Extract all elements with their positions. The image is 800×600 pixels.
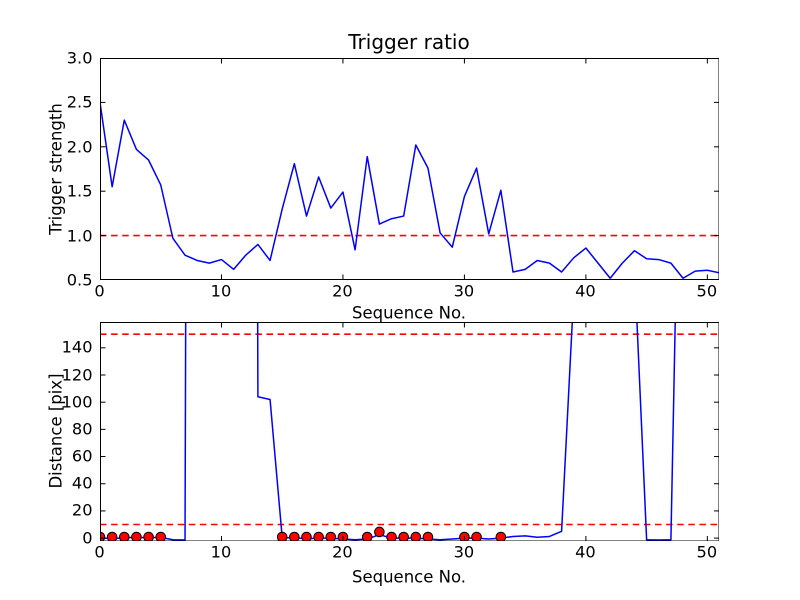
- y-tick-label: 60: [71, 446, 93, 466]
- x-tick-label: 50: [696, 281, 718, 301]
- x-tick-label: 30: [453, 281, 475, 301]
- y-tick-label: 2.5: [66, 92, 93, 112]
- x-tick-label: 10: [210, 281, 232, 301]
- y-tick-label: 100: [61, 392, 93, 412]
- x-tick-label: 50: [696, 542, 718, 562]
- top-plot-canvas: [99, 58, 719, 280]
- y-tick-label: 2.0: [66, 137, 93, 157]
- top-plot-title: Trigger ratio: [348, 30, 470, 54]
- y-tick-label: 80: [71, 419, 93, 439]
- y-tick-label: 20: [71, 500, 93, 520]
- x-tick-label: 40: [575, 542, 596, 562]
- top-plot-xlabel: Sequence No.: [351, 303, 467, 323]
- x-tick-label: 10: [210, 542, 232, 562]
- top-plot-ylabel: Trigger strength: [46, 103, 66, 235]
- bottom-plot-ylabel: Distance [pix]: [46, 373, 66, 489]
- y-tick-label: 120: [61, 365, 93, 384]
- x-tick-label: 0: [94, 542, 105, 562]
- x-tick-label: 20: [332, 281, 353, 301]
- x-tick-label: 0: [94, 281, 105, 301]
- y-tick-label: 1.5: [66, 181, 93, 201]
- y-tick-label: 0.5: [66, 270, 93, 290]
- bottom-plot-canvas: [99, 321, 719, 541]
- bottom-plot-xlabel: Sequence No.: [351, 567, 467, 587]
- top-plot-area: [99, 58, 719, 280]
- y-tick-label: 3.0: [66, 48, 93, 68]
- y-tick-label: 40: [71, 473, 93, 493]
- y-tick-label: 0: [82, 528, 93, 548]
- x-tick-label: 40: [575, 281, 596, 301]
- y-tick-label: 140: [61, 337, 93, 357]
- x-tick-label: 20: [332, 542, 353, 562]
- x-tick-label: 30: [453, 542, 475, 562]
- y-tick-label: 1.0: [66, 226, 93, 246]
- bottom-plot-area: [99, 321, 719, 541]
